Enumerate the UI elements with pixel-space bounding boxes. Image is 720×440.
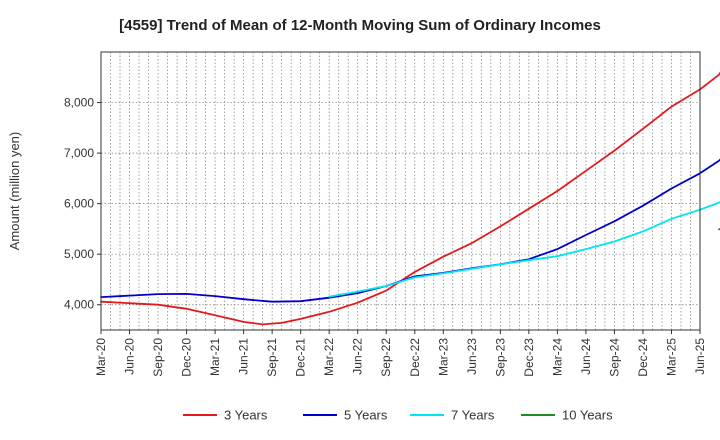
x-tick-label: Mar-20 [94, 338, 108, 376]
x-tick-label: Mar-22 [322, 338, 336, 376]
grid-lines [101, 52, 700, 330]
x-tick-label: Sep-24 [607, 338, 621, 377]
series-line-3-years [100, 71, 720, 326]
series-line-7-years [328, 200, 720, 298]
x-tick-label: Jun-23 [465, 338, 479, 375]
y-tick-label: 5,000 [64, 247, 94, 261]
legend-label: 5 Years [344, 408, 388, 423]
plot-area [101, 52, 700, 330]
x-tick-label: Mar-25 [664, 338, 678, 376]
x-tick-label: Jun-22 [351, 338, 365, 375]
x-tick-label: Dec-22 [408, 338, 422, 377]
x-tick-label: Dec-24 [636, 338, 650, 377]
x-tick-label: Mar-23 [436, 338, 450, 376]
x-tick-label: Sep-20 [151, 338, 165, 377]
y-axis: 4,000 5,000 6,000 7,000 8,000 [64, 96, 101, 312]
x-tick-label: Jun-20 [123, 338, 137, 375]
plot-frame [100, 51, 701, 331]
x-tick-label: Jun-24 [579, 338, 593, 375]
x-tick-label: Jun-21 [237, 338, 251, 375]
legend-label: 7 Years [451, 408, 495, 423]
x-tick-label: Sep-21 [265, 338, 279, 377]
y-tick-label: 6,000 [64, 197, 94, 211]
y-tick-label: 8,000 [64, 96, 94, 110]
x-tick-label: Sep-23 [493, 338, 507, 377]
x-tick-label: Dec-21 [294, 338, 308, 377]
x-tick-label: Sep-22 [379, 338, 393, 377]
series-lines [100, 71, 720, 326]
legend: 3 Years 5 Years 7 Years 10 Years [183, 408, 613, 423]
y-axis-label: Amount (million yen) [7, 132, 22, 251]
x-tick-label: Jun-25 [693, 338, 707, 375]
x-axis: Mar-20 Jun-20 Sep-20 Dec-20 Mar-21 Jun-21 Sep-… [94, 330, 707, 377]
legend-label: 10 Years [562, 408, 613, 423]
x-tick-label: Dec-23 [522, 338, 536, 377]
y-tick-label: 7,000 [64, 146, 94, 160]
legend-label: 3 Years [224, 408, 268, 423]
y-tick-label: 4,000 [64, 298, 94, 312]
x-tick-label: Mar-24 [550, 338, 564, 376]
x-tick-label: Dec-20 [180, 338, 194, 377]
chart-title: [4559] Trend of Mean of 12-Month Moving … [119, 17, 601, 34]
x-tick-label: Mar-21 [208, 338, 222, 376]
